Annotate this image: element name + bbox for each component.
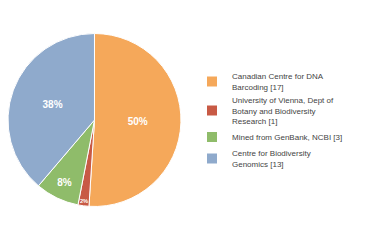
svg-text:University of Vienna, Dept ofB: University of Vienna, Dept ofBotany and … (232, 96, 334, 126)
svg-text:Centre for BiodiversityGenomic: Centre for BiodiversityGenomics [13] (232, 149, 311, 168)
svg-text:8%: 8% (57, 177, 72, 188)
svg-text:2%: 2% (80, 198, 88, 204)
svg-text:Canadian Centre for DNABarcodi: Canadian Centre for DNABarcoding [17] (232, 72, 324, 91)
svg-text:38%: 38% (43, 99, 63, 110)
svg-text:Mined from GenBank, NCBI [3]: Mined from GenBank, NCBI [3] (232, 133, 342, 142)
svg-text:50%: 50% (128, 116, 148, 127)
